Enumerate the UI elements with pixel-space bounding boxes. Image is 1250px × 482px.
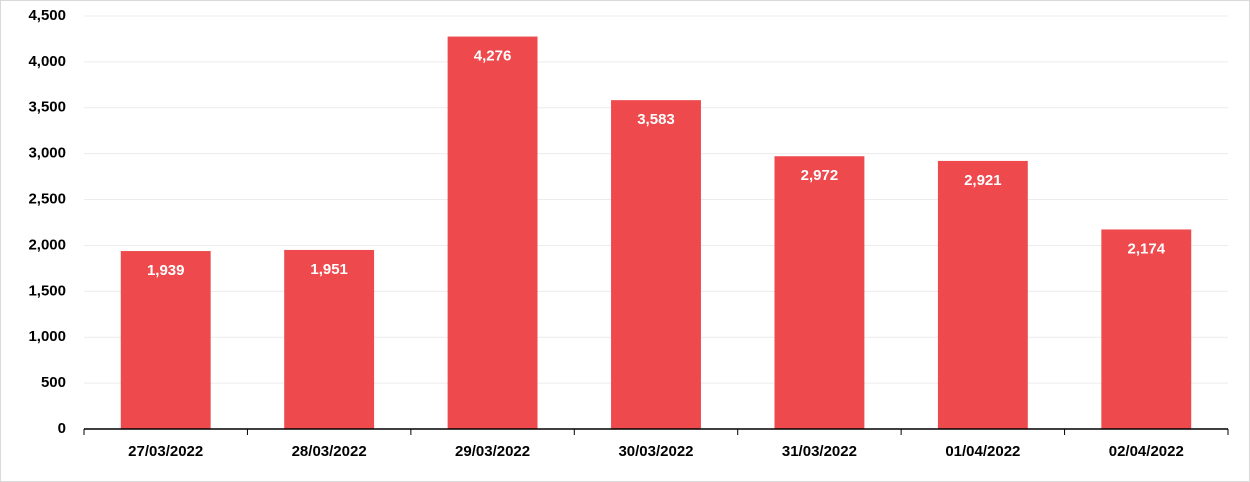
x-tick-label: 27/03/2022 — [128, 443, 203, 460]
bar — [774, 156, 865, 429]
y-tick-label: 4,000 — [28, 53, 66, 70]
data-label: 1,939 — [147, 262, 185, 279]
y-tick-label: 3,500 — [28, 99, 66, 116]
data-label: 2,921 — [964, 172, 1002, 189]
y-tick-label: 1,500 — [28, 282, 66, 299]
bar — [284, 249, 375, 429]
data-label: 4,276 — [474, 48, 512, 65]
x-tick-label: 28/03/2022 — [292, 443, 367, 460]
x-tick-label: 31/03/2022 — [782, 443, 857, 460]
x-tick-label: 01/04/2022 — [945, 443, 1020, 460]
data-label: 2,174 — [1128, 240, 1166, 257]
y-tick-label: 1,000 — [28, 328, 66, 345]
data-label: 2,972 — [801, 167, 839, 184]
y-tick-label: 2,000 — [28, 236, 66, 253]
bar — [611, 100, 701, 430]
y-tick-label: 0 — [58, 420, 66, 437]
x-tick-label: 29/03/2022 — [455, 443, 530, 460]
bar — [1101, 229, 1192, 429]
y-tick-label: 500 — [41, 374, 66, 391]
bar — [120, 251, 211, 429]
data-label: 3,583 — [637, 111, 675, 128]
y-tick-label: 3,000 — [28, 145, 66, 162]
y-tick-label: 4,500 — [28, 7, 66, 24]
data-label: 1,951 — [310, 261, 348, 278]
x-tick-label: 30/03/2022 — [618, 443, 693, 460]
x-tick-label: 02/04/2022 — [1109, 443, 1184, 460]
bar — [937, 160, 1028, 429]
y-tick-label: 2,500 — [28, 191, 66, 208]
bar — [447, 36, 538, 429]
